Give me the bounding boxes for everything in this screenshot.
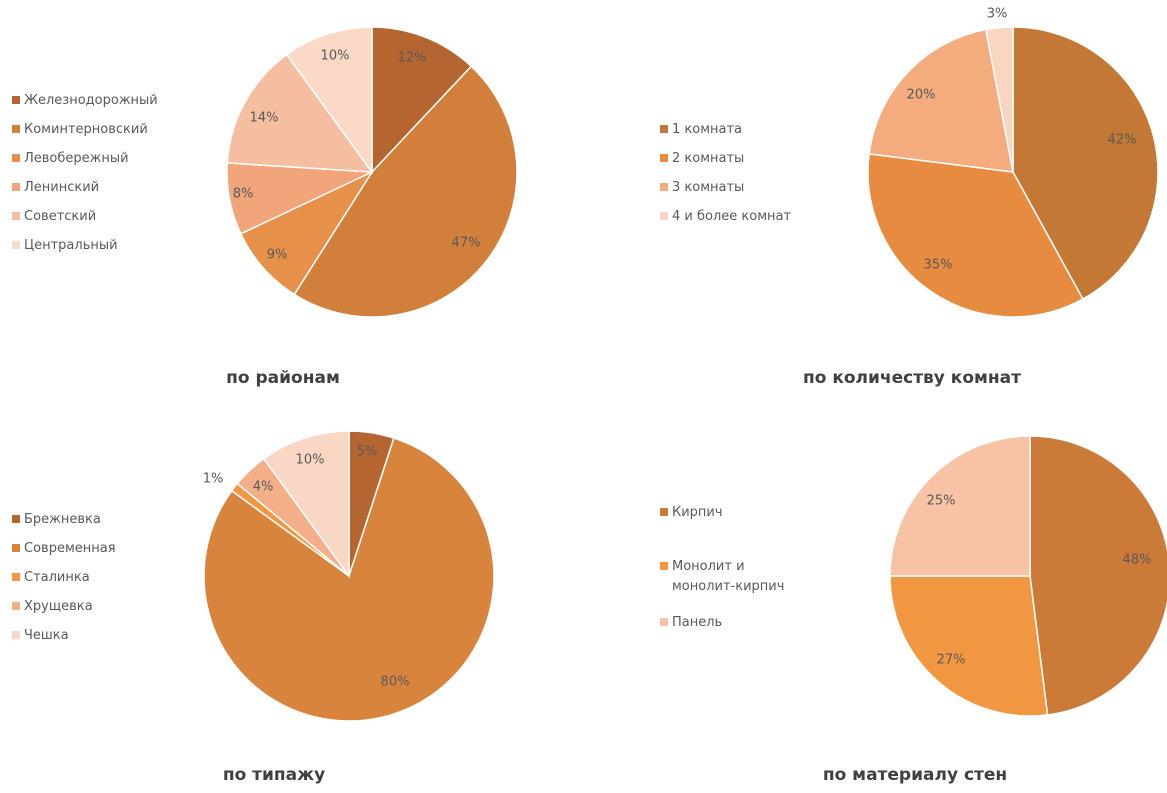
legend-swatch: [660, 154, 668, 162]
legend-swatch: [660, 562, 668, 570]
slice-data-label: 27%: [937, 653, 966, 668]
pie-slice: [226, 53, 374, 173]
legend-swatch: [12, 96, 20, 104]
chart-caption: по количеству комнат: [803, 368, 1021, 388]
chart-caption: по районам: [226, 368, 340, 388]
legend-label: Советский: [24, 209, 96, 224]
legend-swatch: [12, 573, 20, 581]
legend: Железнодорожный Коминтерновский Левобережн…: [12, 93, 158, 253]
slice-data-label: 5%: [357, 445, 378, 460]
pie-chart-by-rooms: 1 комната 2 комнаты 3 комнаты 4 и более ком…: [660, 7, 1159, 388]
legend-label: Ленинский: [24, 180, 99, 195]
legend-label: Левобережный: [24, 151, 129, 166]
slice-data-label: 1%: [203, 472, 224, 487]
slice-data-label: 9%: [267, 248, 288, 263]
legend-swatch: [12, 631, 20, 639]
slice-data-label: 14%: [250, 111, 279, 126]
legend-label: Чешка: [24, 628, 69, 643]
legend-label: Панель: [672, 615, 722, 630]
pie-slice: [1012, 26, 1159, 301]
slice-data-label: 10%: [321, 49, 350, 64]
legend-swatch: [12, 212, 20, 220]
slice-data-label: 4%: [253, 480, 274, 495]
legend-swatch: [12, 241, 20, 249]
slice-data-label: 80%: [381, 675, 410, 690]
legend-label: Сталинка: [24, 570, 90, 585]
pie-slice: [868, 28, 1014, 173]
legend-swatch: [660, 125, 668, 133]
pie-slice: [203, 437, 495, 722]
pie-slice: [285, 26, 373, 175]
slice-data-label: 48%: [1123, 553, 1152, 568]
legend-label: Железнодорожный: [24, 93, 158, 108]
legend-swatch: [660, 508, 668, 516]
pie-chart-by-district: Железнодорожный Коминтерновский Левобережн…: [12, 26, 518, 388]
slice-data-label: 12%: [398, 51, 427, 66]
slice-data-label: 25%: [927, 494, 956, 509]
slice-data-label: 42%: [1108, 133, 1137, 148]
legend-label: 3 комнаты: [672, 180, 744, 195]
legend-swatch: [12, 154, 20, 162]
legend: 1 комната 2 комнаты 3 комнаты 4 и более ком…: [660, 122, 791, 224]
legend: Брежневка Современная Сталинка Хрущевка Чешк…: [12, 512, 116, 643]
pie-chart-by-wall-material: Кирпич Монолит и монолит-кирпич Панель по м…: [660, 435, 1167, 785]
pie-slice: [371, 26, 473, 174]
pie-slice: [293, 65, 518, 318]
pie-chart-by-building-type: Брежневка Современная Сталинка Хрущевка Чешк…: [12, 430, 495, 785]
legend: Кирпич Монолит и монолит-кирпич Панель: [660, 505, 784, 630]
legend-label: Хрущевка: [24, 599, 93, 614]
legend-swatch: [12, 515, 20, 523]
legend-label: Монолит и монолит-кирпич: [672, 559, 784, 594]
legend-label: 4 и более комнат: [672, 209, 791, 224]
legend-label: Центральный: [24, 238, 118, 253]
chart-caption: по типажу: [223, 765, 325, 785]
slice-data-label: 10%: [296, 453, 325, 468]
slice-data-label: 8%: [233, 187, 254, 202]
pie-slice: [239, 170, 375, 296]
pie-slice: [867, 152, 1084, 318]
pie-slice: [889, 435, 1031, 577]
legend-swatch: [12, 602, 20, 610]
pie-slice: [984, 26, 1014, 173]
legend-swatch: [12, 544, 20, 552]
legend-swatch: [660, 618, 668, 626]
chart-caption: по материалу стен: [823, 765, 1007, 785]
legend-swatch: [12, 183, 20, 191]
slice-data-label: 3%: [987, 7, 1008, 22]
slice-data-label: 35%: [924, 258, 953, 273]
legend-swatch: [660, 183, 668, 191]
legend-swatch: [660, 212, 668, 220]
legend-label: Современная: [24, 541, 116, 556]
slice-data-label: 20%: [907, 88, 936, 103]
slice-data-label: 47%: [452, 236, 481, 251]
legend-label: Брежневка: [24, 512, 101, 527]
pie-slice: [1029, 435, 1167, 716]
legend-label: 2 комнаты: [672, 151, 744, 166]
legend-label: Коминтерновский: [24, 122, 148, 137]
legend-label: 1 комната: [672, 122, 742, 137]
pie-slice: [889, 575, 1049, 717]
pie-slice: [262, 430, 350, 579]
legend-label: Кирпич: [672, 505, 723, 520]
legend-swatch: [12, 125, 20, 133]
